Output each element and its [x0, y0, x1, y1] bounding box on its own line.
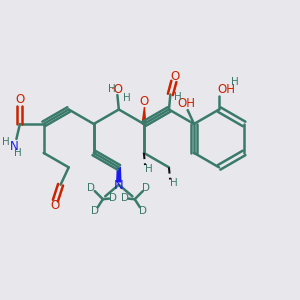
- Text: D: D: [87, 183, 95, 193]
- Text: ·O: ·O: [110, 83, 123, 96]
- Text: O: O: [140, 95, 149, 108]
- Text: OH: OH: [177, 97, 195, 110]
- Polygon shape: [142, 107, 146, 124]
- Text: O: O: [15, 93, 25, 106]
- Text: D: D: [109, 193, 117, 203]
- Text: H: H: [123, 93, 131, 103]
- Text: D: D: [121, 193, 129, 203]
- Text: H: H: [174, 92, 182, 102]
- Text: H: H: [230, 77, 238, 87]
- Text: D: D: [91, 206, 99, 216]
- Text: N: N: [114, 179, 124, 192]
- Text: N: N: [10, 140, 19, 153]
- Text: H: H: [108, 84, 116, 94]
- Text: H: H: [2, 137, 9, 148]
- Polygon shape: [117, 167, 121, 182]
- Text: D: D: [142, 183, 150, 193]
- Text: D: D: [139, 206, 147, 216]
- Text: O: O: [50, 199, 59, 212]
- Text: O: O: [170, 70, 179, 83]
- Text: OH: OH: [217, 83, 235, 96]
- Text: H: H: [145, 164, 153, 174]
- Text: H: H: [170, 178, 178, 188]
- Text: H: H: [14, 148, 22, 158]
